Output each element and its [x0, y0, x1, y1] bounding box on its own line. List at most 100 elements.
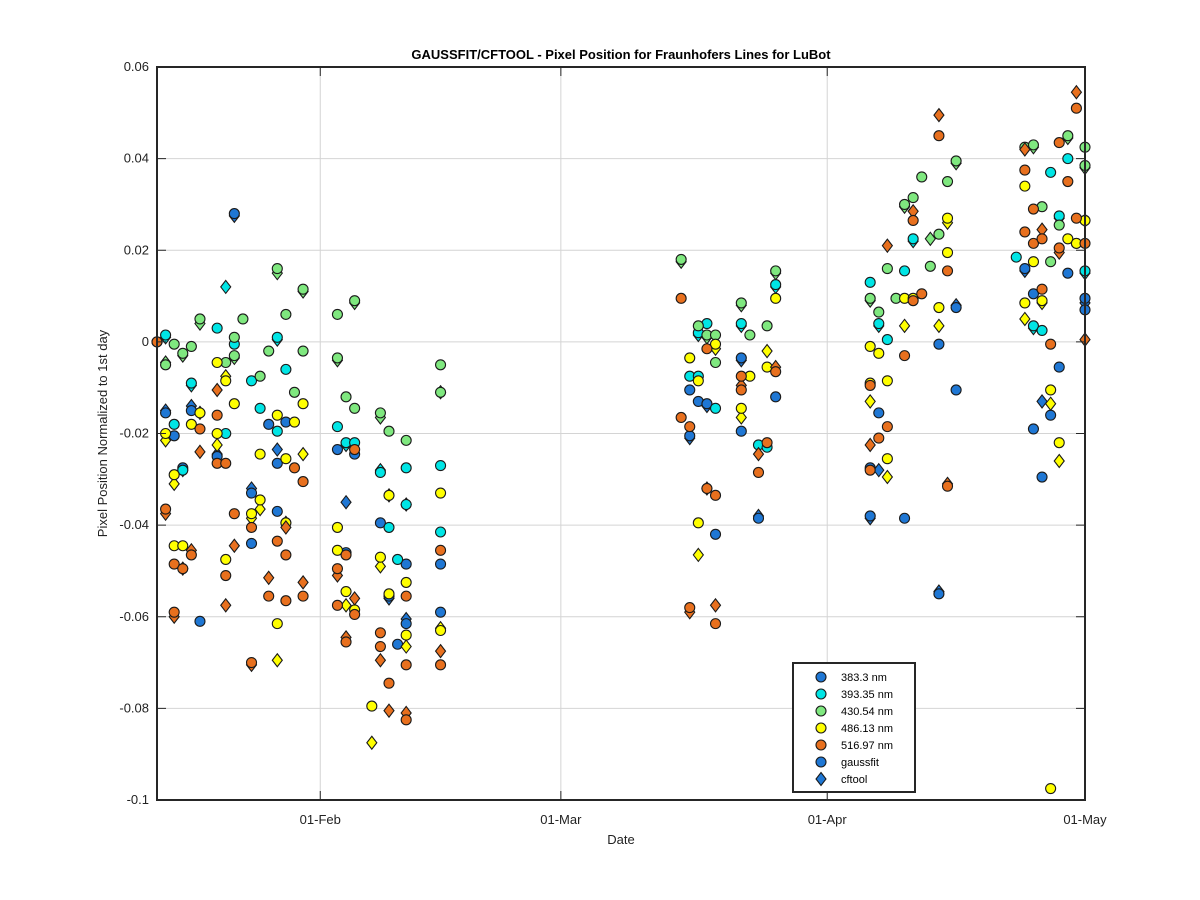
gaussfit-point — [873, 306, 885, 318]
cftool-point — [297, 574, 309, 590]
gaussfit-point — [1036, 283, 1048, 295]
gaussfit-point — [211, 356, 223, 369]
gaussfit-point — [254, 402, 266, 414]
gaussfit-point — [873, 317, 885, 330]
gaussfit-point — [228, 208, 240, 220]
gaussfit-point — [254, 494, 266, 506]
gaussfit-point — [941, 265, 954, 277]
gaussfit-point — [331, 421, 343, 433]
gaussfit-point — [950, 384, 962, 396]
gaussfit-point — [881, 453, 893, 465]
gaussfit-point — [1019, 164, 1031, 176]
cftool-point — [340, 494, 352, 510]
gaussfit-point — [735, 402, 747, 414]
gaussfit-point — [280, 453, 292, 465]
gaussfit-point — [160, 329, 172, 341]
gaussfit-point — [245, 521, 258, 533]
gaussfit-point — [297, 345, 309, 357]
gaussfit-point — [177, 540, 189, 552]
cftool-point — [933, 318, 945, 334]
gaussfit-point — [709, 402, 722, 414]
gaussfit-point — [770, 366, 782, 378]
gaussfit-point — [271, 618, 283, 630]
gaussfit-point — [1027, 256, 1039, 268]
gaussfit-point — [864, 510, 876, 522]
cftool-point — [220, 279, 232, 295]
cftool-point — [374, 558, 387, 574]
legend-box — [792, 662, 916, 793]
gaussfit-point — [709, 356, 722, 369]
legend-marker — [815, 756, 827, 768]
cftool-point — [374, 652, 387, 668]
gaussfit-point — [194, 313, 206, 325]
gaussfit-point — [400, 618, 412, 630]
gaussfit-point — [220, 553, 232, 566]
gaussfit-point — [280, 595, 292, 607]
gaussfit-point — [761, 437, 773, 449]
gaussfit-point — [770, 279, 782, 291]
y-tick-label: 0.04 — [124, 151, 149, 166]
gaussfit-point — [950, 155, 962, 167]
gaussfit-point — [280, 308, 292, 320]
gaussfit-point — [1036, 295, 1048, 307]
gaussfit-point — [435, 606, 447, 618]
gaussfit-point — [392, 638, 404, 650]
gaussfit-point — [168, 606, 180, 618]
gaussfit-point — [331, 352, 343, 364]
gaussfit-point — [245, 657, 258, 669]
cftool-point — [933, 107, 945, 123]
gaussfit-point — [735, 352, 747, 364]
gaussfit-point — [735, 425, 747, 437]
legend-label: 430.54 nm — [841, 706, 893, 718]
gaussfit-point — [194, 407, 206, 419]
y-tick-label: 0 — [142, 334, 149, 349]
gaussfit-point — [297, 398, 309, 410]
cftool-point — [735, 410, 747, 425]
gaussfit-point — [245, 537, 258, 550]
gaussfit-point — [1019, 297, 1031, 309]
gaussfit-point — [435, 659, 447, 671]
gaussfit-point — [228, 398, 240, 410]
cftool-point — [271, 442, 283, 457]
gaussfit-point — [1010, 251, 1022, 263]
cftool-point — [194, 444, 206, 460]
cftool-point — [168, 476, 180, 492]
gaussfit-point — [340, 549, 352, 561]
gaussfit-point — [400, 576, 412, 588]
gaussfit-point — [907, 233, 919, 245]
gaussfit-point — [1062, 153, 1074, 165]
gaussfit-point — [864, 276, 876, 288]
cftool-point — [228, 538, 241, 554]
gaussfit-point — [933, 130, 945, 142]
legend-marker — [815, 705, 827, 717]
cftool-point — [1019, 311, 1031, 327]
cftool-point — [211, 382, 223, 398]
legend: 383.3 nm 393.35 nm 430.54 nm 486.13 nm 516.9… — [792, 662, 916, 793]
gaussfit-point — [194, 423, 206, 435]
cftool-point — [366, 735, 378, 751]
gaussfit-point — [400, 629, 412, 641]
gaussfit-point — [280, 363, 292, 375]
gaussfit-point — [271, 409, 283, 421]
gaussfit-point — [245, 508, 258, 520]
gaussfit-point — [288, 462, 301, 474]
gaussfit-point — [752, 466, 765, 478]
gaussfit-point — [1070, 212, 1082, 224]
gaussfit-point — [435, 487, 447, 499]
gaussfit-point — [374, 517, 386, 529]
cftool-point — [924, 231, 937, 247]
gaussfit-point — [1045, 782, 1057, 795]
gaussfit-point — [435, 558, 447, 570]
gaussfit-point — [271, 331, 283, 343]
gaussfit-point — [245, 487, 258, 499]
gaussfit-point — [881, 375, 893, 387]
gaussfit-point — [692, 375, 704, 387]
cftool-point — [1053, 453, 1065, 469]
gaussfit-point — [331, 599, 343, 611]
gaussfit-point — [1053, 137, 1065, 149]
gaussfit-point — [228, 350, 240, 362]
gaussfit-point — [340, 636, 352, 648]
gaussfit-point — [400, 498, 412, 511]
gaussfit-point — [297, 476, 309, 488]
gaussfit-point — [435, 624, 447, 637]
